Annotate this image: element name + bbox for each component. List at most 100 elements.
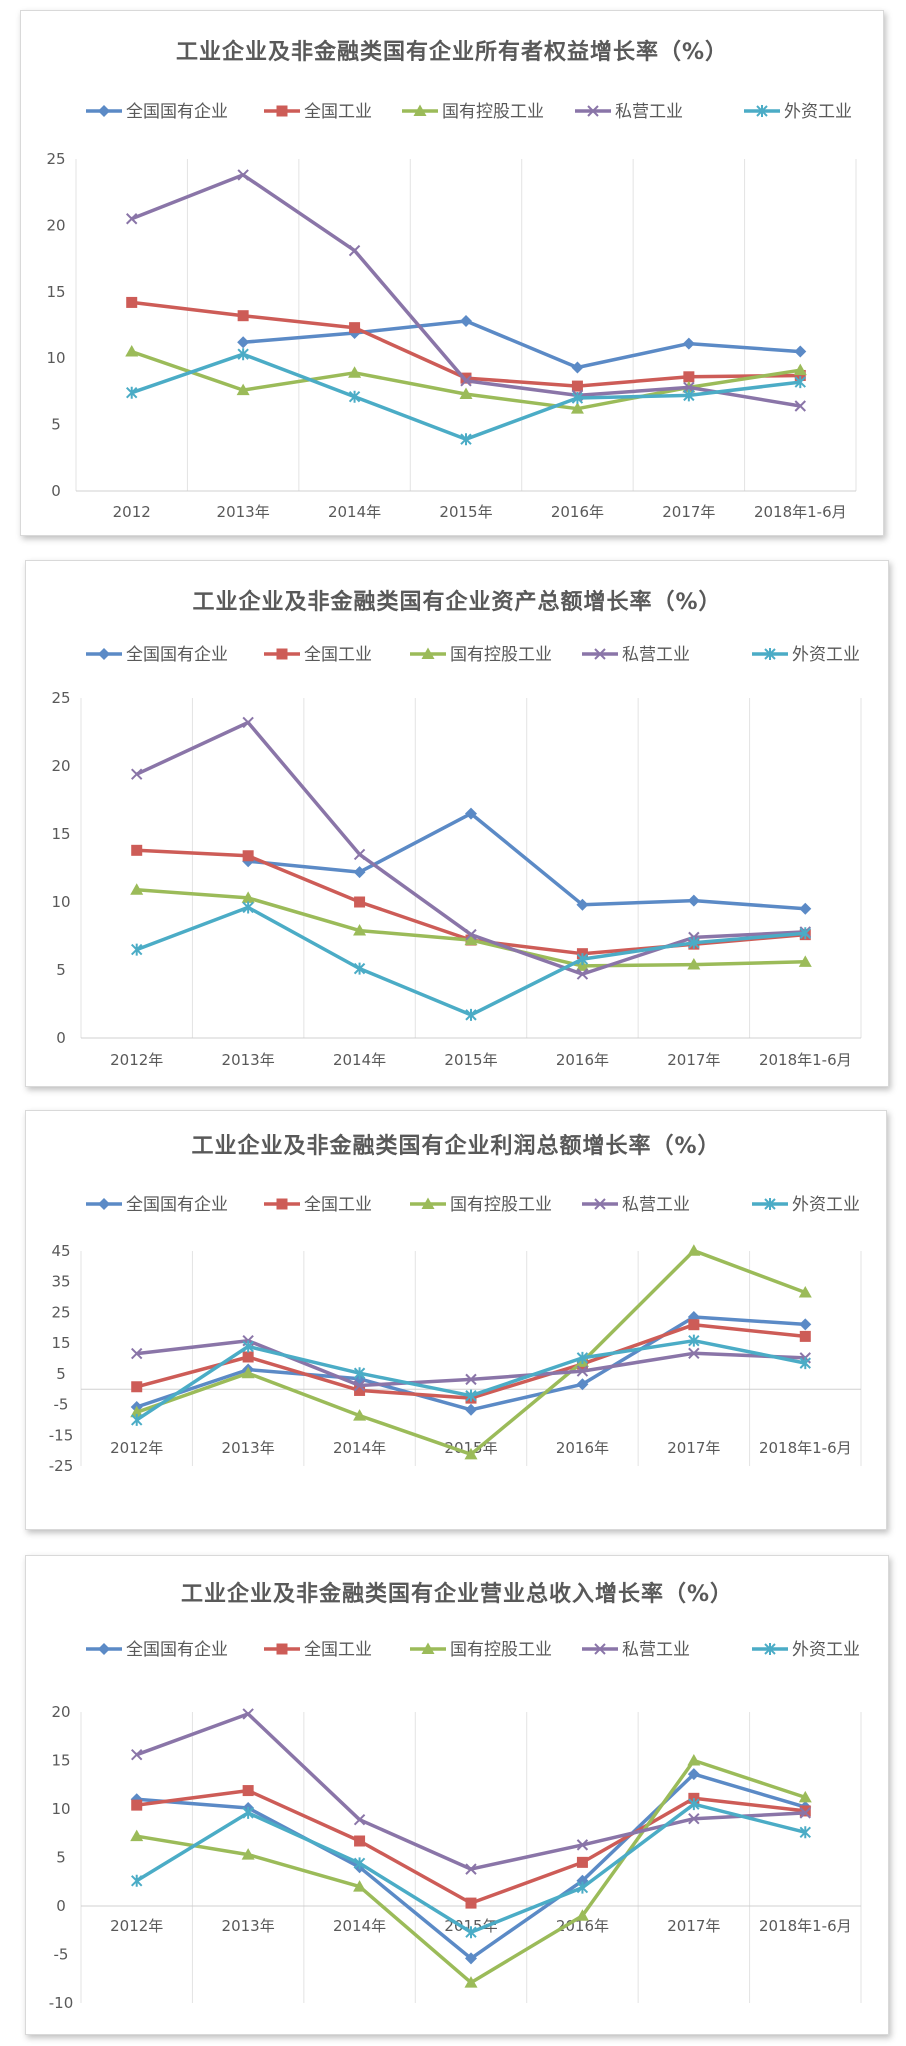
y-tick-label: 35 — [51, 1273, 70, 1291]
y-tick-label: 15 — [51, 1334, 70, 1352]
data-point — [348, 390, 361, 403]
legend-marker — [756, 105, 768, 117]
data-point — [465, 1863, 477, 1875]
legend-marker — [594, 1643, 606, 1655]
data-point — [682, 337, 695, 350]
data-point — [237, 336, 250, 349]
data-point — [794, 376, 806, 389]
data-point — [353, 962, 366, 975]
data-point — [798, 1285, 812, 1298]
data-point — [576, 1856, 588, 1868]
legend-item-foreign: 外资工业 — [752, 1640, 860, 1660]
data-point — [571, 380, 583, 392]
data-point — [242, 1340, 254, 1353]
y-tick-label: 5 — [56, 1365, 66, 1383]
data-point — [799, 1805, 811, 1817]
data-point — [576, 1881, 589, 1894]
data-point — [130, 883, 144, 895]
chart-title: 工业企业及非金融类国有企业利润总额增长率（%） — [191, 1133, 720, 1159]
x-tick-label: 2017年 — [667, 1917, 720, 1935]
legend-label: 私营工业 — [622, 645, 690, 665]
legend-marker — [276, 1643, 288, 1655]
y-tick-label: 25 — [51, 1303, 70, 1321]
data-point — [798, 1790, 812, 1803]
x-tick-label: 2015年 — [444, 1917, 497, 1935]
legend-marker — [587, 105, 599, 117]
series-stateholding — [130, 1244, 812, 1460]
data-point — [353, 1379, 366, 1392]
legend-item-stateholding: 国有控股工业 — [410, 645, 552, 665]
data-point — [242, 1708, 254, 1720]
data-point — [687, 894, 700, 907]
data-point — [799, 902, 812, 915]
legend-marker — [276, 1198, 288, 1210]
data-point — [576, 1351, 589, 1364]
x-tick-label: 2012年 — [110, 1917, 163, 1935]
y-tick-label: 5 — [56, 1849, 66, 1867]
data-point — [236, 383, 250, 396]
data-point — [241, 891, 255, 903]
data-point — [242, 850, 254, 862]
data-point — [465, 1926, 477, 1939]
y-tick-label: 25 — [51, 689, 70, 707]
data-point — [348, 244, 361, 257]
y-tick-label: 25 — [46, 150, 65, 168]
data-point — [460, 315, 472, 328]
data-point — [683, 371, 695, 383]
legend-marker — [413, 104, 427, 116]
chart-panel-equity: 工业企业及非金融类国有企业所有者权益增长率（%） 全国国有企业 全国工业 国有控股工… — [20, 10, 884, 536]
legend-item-state: 全国国有企业 — [86, 1195, 228, 1215]
data-point — [353, 1367, 366, 1380]
data-point — [131, 844, 143, 856]
x-tick-label: 2016年 — [556, 1439, 609, 1457]
data-point — [570, 402, 584, 414]
data-point — [575, 959, 589, 971]
chart-legend: 全国国有企业 全国工业 国有控股工业 私营工业 外资工业 — [86, 1195, 860, 1215]
y-tick-label: 10 — [51, 1800, 70, 1818]
legend-item-stateholding: 国有控股工业 — [410, 1195, 552, 1215]
data-point — [794, 345, 807, 358]
legend-item-foreign: 外资工业 — [752, 1195, 860, 1215]
legend-marker — [98, 648, 110, 660]
data-point — [126, 386, 138, 399]
y-tick-label: 15 — [46, 283, 65, 301]
data-point — [131, 1413, 143, 1426]
series-foreign — [131, 901, 811, 1021]
x-tick-label: 2018年1-6月 — [754, 503, 847, 521]
y-tick-label: 5 — [51, 416, 61, 434]
series-line — [135, 720, 806, 976]
x-tick-label: 2013年 — [222, 1439, 275, 1457]
chart-panel-assets: 工业企业及非金融类国有企业资产总额增长率（%） 全国国有企业 全国工业 国有控股工业… — [25, 560, 889, 1087]
legend-marker — [98, 105, 110, 117]
data-point — [242, 1351, 254, 1363]
series-private — [131, 1708, 811, 1875]
data-point — [237, 348, 249, 361]
y-tick-label: 0 — [56, 1029, 66, 1047]
series-line — [136, 1322, 806, 1400]
data-point — [353, 1409, 367, 1421]
data-point — [576, 1365, 589, 1377]
data-point — [241, 1848, 255, 1860]
data-point — [571, 361, 584, 374]
data-point — [131, 943, 143, 956]
data-point — [460, 433, 472, 446]
data-point — [687, 1754, 701, 1766]
legend-marker — [421, 647, 435, 659]
y-tick-label: 20 — [51, 757, 70, 775]
legend-marker — [594, 648, 606, 660]
x-tick-label: 2016年 — [556, 1051, 609, 1069]
legend-label: 私营工业 — [622, 1640, 690, 1660]
legend-marker — [594, 1198, 606, 1210]
legend-label: 全国国有企业 — [126, 1640, 228, 1660]
data-point — [464, 933, 478, 946]
equity-growth-chart: 工业企业及非金融类国有企业所有者权益增长率（%） 全国国有企业 全国工业 国有控股工… — [46, 39, 857, 521]
x-tick-label: 2018年1-6月 — [759, 1051, 852, 1069]
legend-marker — [764, 1643, 776, 1655]
x-tick-label: 2014年 — [333, 1917, 386, 1935]
data-point — [576, 898, 589, 911]
y-tick-label: 15 — [51, 825, 70, 843]
profit-growth-chart: 工业企业及非金融类国有企业利润总额增长率（%） 全国国有企业 全国工业 国有控股工业… — [49, 1133, 862, 1475]
legend-label: 全国国有企业 — [126, 102, 228, 122]
y-tick-label: 45 — [51, 1242, 70, 1260]
y-tick-label: -5 — [54, 1946, 69, 1964]
